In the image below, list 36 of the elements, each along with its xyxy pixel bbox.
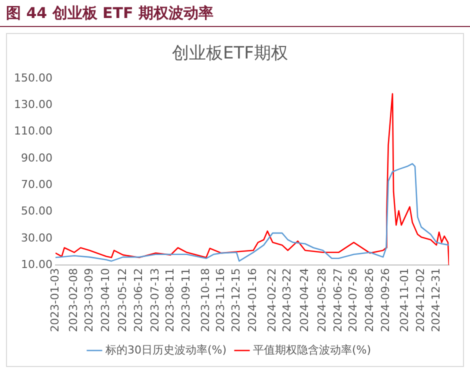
x-tick-label: 2024-11-01 [398, 268, 411, 332]
y-tick-label: 90.00 [20, 151, 52, 164]
y-tick-label: 50.00 [20, 204, 52, 218]
x-tick-label: 2023-08-11 [163, 268, 176, 332]
x-tick-label: 2024-07-26 [346, 268, 360, 332]
y-tick-label: 70.00 [20, 178, 52, 191]
x-tick-label: 2024-05-28 [316, 268, 329, 332]
x-tick-label: 2024-03-22 [280, 268, 294, 332]
x-tick-label: 2024-06-27 [331, 268, 344, 332]
x-tick-label: 2024-08-26 [362, 268, 376, 332]
x-tick-label: 2023-03-09 [82, 268, 96, 332]
y-tick-label: 10.00 [20, 258, 52, 271]
x-tick-label: 2023-11-16 [214, 268, 228, 332]
x-tick-label: 2023-01-03 [48, 268, 62, 332]
y-tick-label: 30.00 [20, 231, 52, 244]
x-tick-label: 2023-06-12 [132, 268, 146, 332]
x-tick-label: 2023-02-08 [67, 268, 80, 332]
x-tick-label: 2024-12-31 [429, 268, 442, 332]
legend-label: 平值期权隐含波动率(%) [253, 343, 372, 356]
x-tick-label: 2024-12-02 [414, 268, 428, 332]
y-tick-label: 150.00 [14, 71, 52, 84]
x-tick-label: 2024-02-22 [266, 268, 279, 332]
x-tick-label: 2023-05-12 [116, 268, 129, 332]
x-tick-label: 2023-09-11 [180, 268, 193, 332]
x-tick-label: 2023-12-15 [229, 268, 242, 332]
chart-title: 图 44 创业板 ETF 期权波动率 [0, 0, 470, 27]
x-tick-label: 2024-09-26 [379, 268, 392, 332]
x-tick-label: 2023-10-18 [199, 268, 212, 332]
x-tick-label: 2023-07-13 [148, 268, 162, 332]
chart-subtitle: 创业板ETF期权 [172, 44, 288, 64]
x-tick-label: 2023-04-10 [99, 268, 112, 332]
legend-label: 标的30日历史波动率(%) [104, 343, 227, 356]
x-tick-label: 2024-04-24 [298, 268, 311, 332]
x-tick-label: 2024-01-16 [246, 268, 260, 332]
y-tick-label: 110.00 [14, 124, 52, 138]
y-tick-label: 130.00 [14, 98, 52, 111]
